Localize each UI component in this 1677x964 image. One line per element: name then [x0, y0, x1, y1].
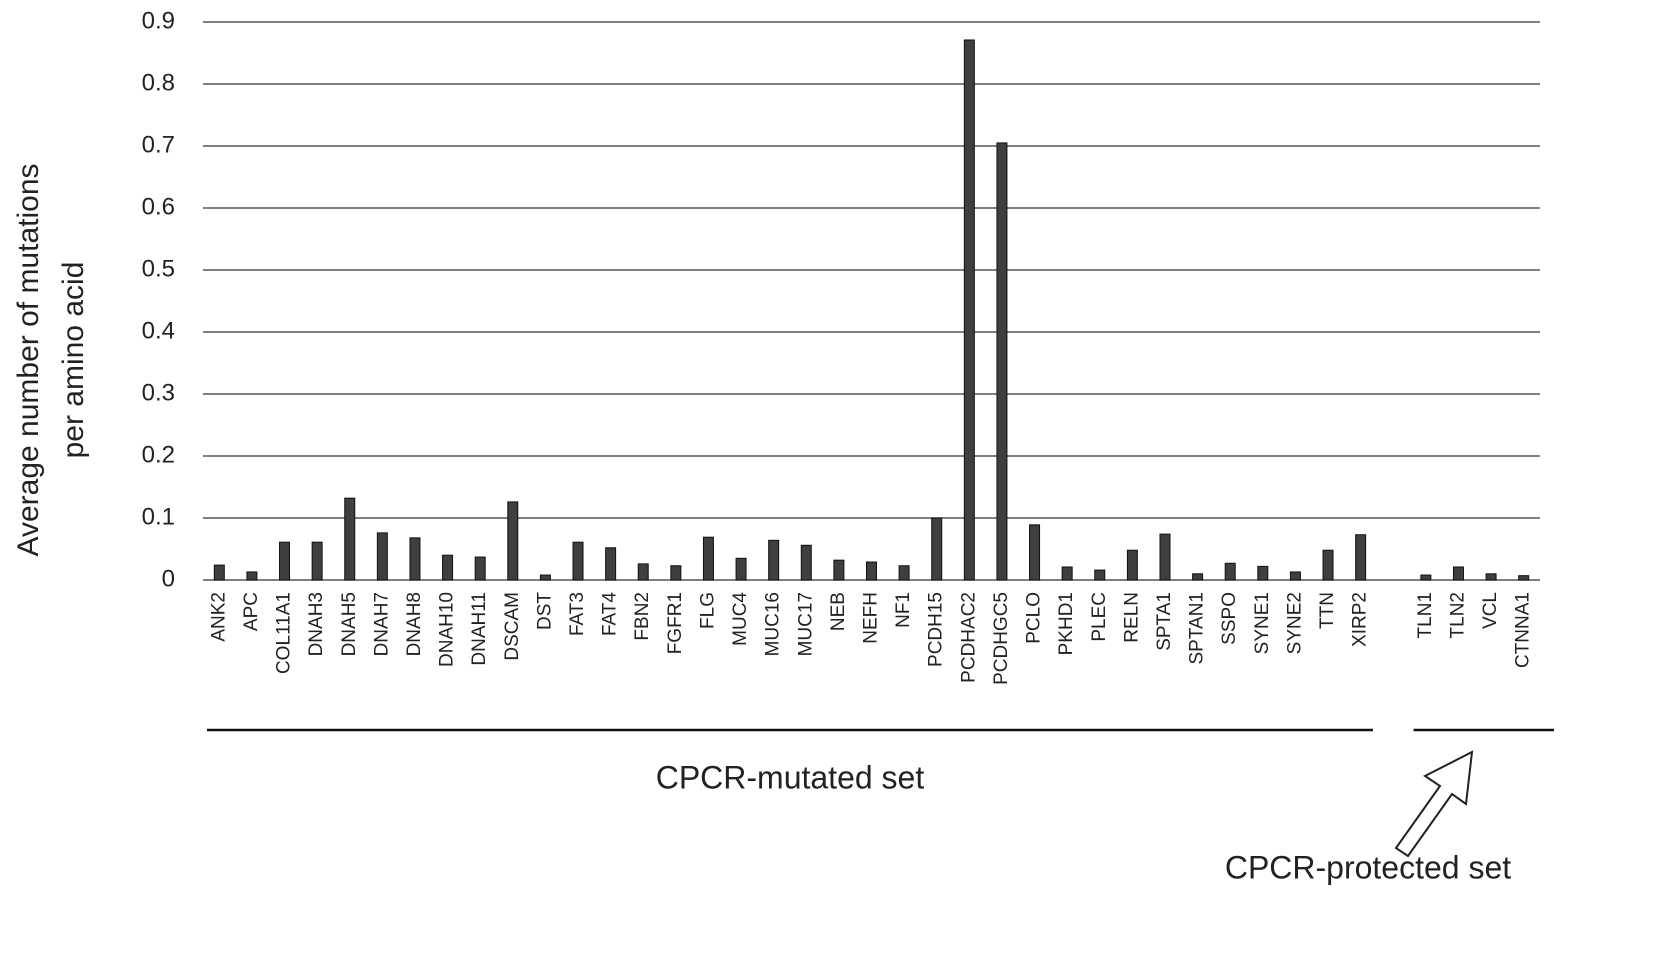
- y-tick-label: 0.2: [142, 441, 175, 468]
- x-tick-label: FBN2: [632, 592, 653, 641]
- x-tick-label: MUC17: [795, 592, 816, 656]
- bar: [1289, 571, 1301, 581]
- bar: [1094, 569, 1106, 581]
- x-tick-label: TTN: [1317, 592, 1338, 629]
- x-tick-label: TLN1: [1415, 592, 1436, 638]
- x-tick-label: APC: [241, 592, 262, 631]
- x-tick-label: RELN: [1121, 592, 1142, 643]
- bar: [1518, 575, 1530, 581]
- x-tick-label: FAT4: [600, 592, 621, 636]
- bar: [1224, 562, 1236, 581]
- y-tick-label: 0.4: [142, 317, 175, 344]
- x-tick-label: TLN2: [1447, 592, 1468, 638]
- x-tick-label: FGFR1: [665, 592, 686, 654]
- x-tick-label: SPTAN1: [1187, 592, 1208, 665]
- bar: [963, 39, 975, 581]
- bar: [572, 541, 584, 581]
- y-axis-label: per amino acid: [57, 262, 90, 459]
- x-tick-label: SYNE1: [1252, 592, 1273, 654]
- group-label: CPCR-protected set: [1225, 849, 1511, 885]
- bar: [213, 564, 225, 581]
- bar: [898, 565, 910, 581]
- x-tick-label: SSPO: [1219, 592, 1240, 645]
- bar: [1126, 549, 1138, 581]
- x-tick-label: NEFH: [861, 592, 882, 644]
- x-tick-label: MUC16: [763, 592, 784, 656]
- bar: [279, 541, 291, 581]
- bar: [311, 541, 323, 581]
- y-tick-label: 0.6: [142, 193, 175, 220]
- x-tick-label: DNAH11: [469, 592, 490, 666]
- bar: [800, 544, 812, 581]
- bar: [1159, 533, 1171, 581]
- x-tick-label: NEB: [828, 592, 849, 631]
- x-tick-label: NF1: [893, 592, 914, 628]
- y-tick-label: 0: [162, 565, 175, 592]
- x-tick-label: DNAH3: [306, 592, 327, 656]
- x-tick-label: CTNNA1: [1513, 592, 1534, 668]
- bar: [1322, 549, 1334, 581]
- x-tick-label: PKHD1: [1056, 592, 1077, 655]
- bar: [768, 539, 780, 581]
- bar: [996, 142, 1008, 581]
- x-tick-label: FAT3: [567, 592, 588, 636]
- y-tick-label: 0.5: [142, 255, 175, 282]
- x-tick-label: PLEC: [1089, 592, 1110, 642]
- x-tick-label: PCDH15: [926, 592, 947, 667]
- bar: [539, 574, 551, 581]
- y-axis-label: Average number of mutations: [12, 163, 45, 556]
- bar: [637, 563, 649, 581]
- bar: [1452, 566, 1464, 581]
- y-tick-label: 0.7: [142, 131, 175, 158]
- bar: [670, 565, 682, 581]
- bar: [507, 501, 519, 581]
- y-tick-label: 0.8: [142, 69, 175, 96]
- bar: [1029, 524, 1041, 581]
- bar: [1061, 566, 1073, 581]
- x-tick-label: VCL: [1480, 592, 1501, 629]
- bar: [442, 554, 454, 581]
- x-tick-label: PCDHGC5: [991, 592, 1012, 685]
- x-tick-label: PCLO: [1024, 592, 1045, 644]
- bar: [735, 557, 747, 581]
- x-tick-label: SPTA1: [1154, 592, 1175, 651]
- bar: [409, 537, 421, 581]
- group-label: CPCR-mutated set: [656, 759, 925, 795]
- bar: [1257, 565, 1269, 581]
- x-tick-label: MUC4: [730, 592, 751, 646]
- bar: [605, 547, 617, 581]
- y-tick-label: 0.9: [142, 7, 175, 34]
- x-tick-label: DST: [534, 592, 555, 630]
- bar: [376, 532, 388, 581]
- bar: [344, 497, 356, 581]
- bar: [474, 556, 486, 581]
- x-tick-label: DNAH10: [437, 592, 458, 667]
- x-tick-label: DSCAM: [502, 592, 523, 661]
- arrow: [1394, 750, 1474, 858]
- bar: [931, 517, 943, 581]
- x-tick-label: DNAH8: [404, 592, 425, 656]
- bar: [1355, 534, 1367, 581]
- bar: [1420, 574, 1432, 581]
- bar: [1192, 573, 1204, 581]
- bar: [866, 561, 877, 581]
- bar: [702, 536, 714, 581]
- x-tick-label: ANK2: [208, 592, 229, 642]
- y-tick-label: 0.3: [142, 379, 175, 406]
- x-tick-label: PCDHAC2: [958, 592, 979, 683]
- bar: [833, 559, 845, 581]
- x-tick-label: DNAH7: [371, 592, 392, 656]
- x-tick-label: COL11A1: [274, 592, 295, 674]
- y-tick-label: 0.1: [142, 503, 175, 530]
- x-tick-label: XIRP2: [1350, 592, 1371, 647]
- x-tick-label: DNAH5: [339, 592, 360, 656]
- x-tick-label: FLG: [697, 592, 718, 629]
- bar: [246, 571, 258, 581]
- x-tick-label: SYNE2: [1284, 592, 1305, 654]
- bar: [1485, 573, 1497, 581]
